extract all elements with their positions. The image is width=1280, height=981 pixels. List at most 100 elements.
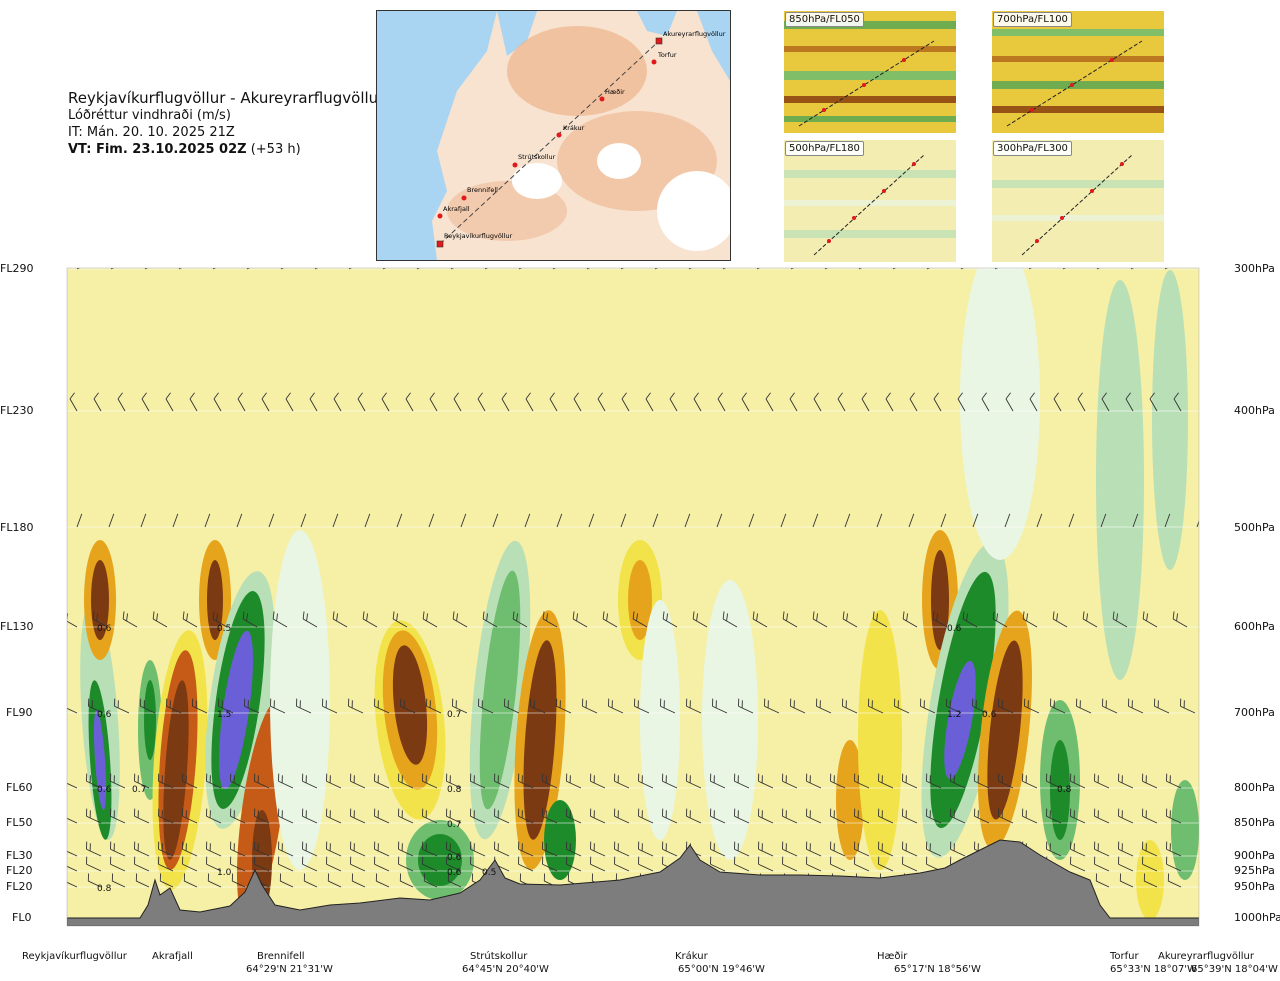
- wind-barb-154: [67, 705, 78, 714]
- wind-barb-216: [494, 773, 510, 789]
- wind-barb-75: [1077, 392, 1086, 412]
- wind-barb-171: [504, 698, 520, 714]
- wind-barb-287: [1070, 808, 1086, 824]
- wind-barb-173: [556, 698, 572, 714]
- wind-barb-350: [326, 856, 342, 872]
- wind-barb-334: [1070, 841, 1086, 857]
- wind-barb-373: [878, 856, 894, 872]
- wind-barb-252: [230, 808, 246, 824]
- wind-barb-259: [398, 808, 414, 824]
- value-label-8: 0.7: [132, 785, 146, 795]
- wind-barb-190: [998, 698, 1014, 714]
- level-map-300[interactable]: 300hPa/FL300: [992, 140, 1164, 262]
- wind-barb-371: [830, 856, 846, 872]
- waypoint-haedir: Hæðir: [877, 951, 908, 962]
- wind-barb-344: [182, 856, 198, 872]
- wind-barb-136: [662, 611, 678, 628]
- velocity-contour-20: [392, 645, 428, 765]
- wind-barb-329: [950, 841, 966, 857]
- wind-barb-325: [854, 841, 870, 857]
- wind-barb-300: [254, 841, 270, 857]
- waypoint-akureyri: Akureyrarflugvöllur: [1158, 951, 1255, 962]
- value-label-17: 0.6: [947, 624, 962, 634]
- wind-barb-90: [396, 513, 403, 528]
- wind-barb-238: [1022, 773, 1038, 789]
- wind-barb-50: [477, 392, 486, 412]
- wind-barb-308: [446, 841, 462, 857]
- wind-barb-381: [1070, 856, 1086, 872]
- velocity-contour-40: [987, 640, 1023, 820]
- fl-label-2: FL180: [0, 521, 34, 534]
- wind-barb-121: [212, 611, 228, 628]
- wind-barb-269: [638, 808, 654, 824]
- wind-barb-169: [452, 698, 468, 714]
- level-map-850-label: 850hPa/FL050: [785, 12, 864, 27]
- wind-barb-320: [734, 841, 750, 857]
- level-map-700-svg: [992, 11, 1164, 133]
- wind-barb-71: [981, 392, 990, 412]
- wind-barb-160: [218, 698, 234, 714]
- wind-barb-312: [542, 841, 558, 857]
- wind-barb-162: [270, 698, 286, 714]
- wind-barb-228: [782, 773, 798, 789]
- waypoint-haedir-coord: 65°17'N 18°56'W: [894, 964, 981, 975]
- wind-barb-200: [110, 773, 126, 789]
- wind-barb-395: [279, 873, 294, 888]
- wind-barb-323: [806, 841, 822, 857]
- wind-barb-291: [1166, 808, 1182, 824]
- wind-barb-140: [782, 611, 798, 628]
- wind-barb-46: [381, 392, 390, 412]
- wind-barb-399: [375, 873, 390, 888]
- wind-barb-348: [278, 856, 294, 872]
- wind-barb-143: [872, 611, 888, 628]
- wind-barb-82: [140, 513, 147, 528]
- wind-barb-347: [254, 856, 270, 872]
- wind-barb-184: [842, 698, 858, 714]
- wind-barb-342: [134, 856, 150, 872]
- wind-barb-215: [470, 773, 486, 789]
- wind-barb-256: [326, 808, 342, 824]
- value-label-12: 0.6: [447, 853, 462, 863]
- wind-barb-245: [67, 815, 78, 824]
- wind-barb-306: [398, 841, 414, 857]
- value-label-2: 0.6: [97, 710, 112, 720]
- level-map-500[interactable]: 500hPa/FL180: [784, 140, 956, 262]
- wind-barb-297: [182, 841, 198, 857]
- wind-barb-134: [602, 611, 618, 628]
- wind-barb-278: [854, 808, 870, 824]
- wind-barb-194: [1102, 698, 1118, 714]
- wind-barb-196: [1154, 698, 1170, 714]
- wind-barb-249: [158, 808, 174, 824]
- wind-barb-314: [590, 841, 606, 857]
- wind-barb-128: [422, 611, 438, 628]
- map-label-krakur: Krákur: [563, 124, 585, 132]
- wind-barb-279: [878, 808, 894, 824]
- wind-barb-81: [108, 513, 115, 528]
- fl-label-10: FL0: [12, 911, 32, 924]
- wind-barb-159: [192, 698, 208, 714]
- level-map-850[interactable]: 850hPa/FL050: [784, 11, 956, 133]
- wind-barb-327: [902, 841, 918, 857]
- wind-barb-89: [364, 513, 371, 528]
- level-map-300-label: 300hPa/FL300: [993, 141, 1072, 156]
- wind-barb-74: [1053, 392, 1062, 412]
- level-map-700[interactable]: 700hPa/FL100: [992, 11, 1164, 133]
- wind-barb-45: [357, 392, 366, 412]
- wind-barb-163: [296, 698, 312, 714]
- wind-barb-221: [614, 773, 630, 789]
- wind-barb-176: [634, 698, 650, 714]
- wind-barb-302: [302, 841, 318, 857]
- wind-barb-328: [926, 841, 942, 857]
- wind-barb-146: [962, 611, 978, 628]
- p-label-8: 925hPa: [1234, 864, 1275, 877]
- wind-barb-97: [620, 513, 627, 528]
- wind-barb-202: [158, 773, 174, 789]
- wind-barb-51: [501, 392, 510, 412]
- wind-barb-387: [87, 873, 102, 888]
- wind-barb-246: [86, 808, 102, 824]
- wind-barb-39: [213, 392, 222, 412]
- wind-barb-88: [332, 513, 339, 528]
- wind-barb-178: [686, 698, 702, 714]
- wind-barb-384: [1142, 856, 1158, 872]
- wind-barb-84: [204, 513, 211, 528]
